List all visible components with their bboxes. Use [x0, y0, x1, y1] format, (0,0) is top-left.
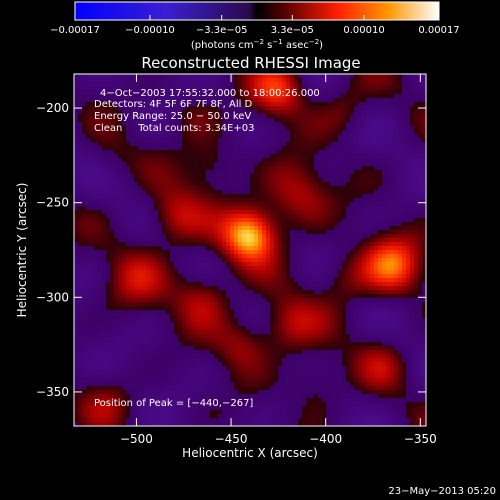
- y-tick-label: −350: [36, 385, 69, 399]
- x-axis-label: Heliocentric X (arcsec): [182, 446, 318, 460]
- colorbar: −0.00017 −0.00010 −3.3e−05 3.3e−05 0.00010 0.…: [50, 1, 460, 51]
- colorbar-tick-label: −0.00010: [125, 25, 175, 36]
- footer-date: 23−May−2013 05:20: [388, 486, 496, 497]
- colorbar-tick-label: 0.00010: [343, 25, 384, 36]
- colorbar-units: (photons cm−2 s−1 asec−2): [191, 38, 323, 51]
- plot-frame: [73, 73, 427, 427]
- annotation-clean: Clean Total counts: 3.34E+03: [94, 123, 254, 134]
- colorbar-gradient: [74, 1, 440, 21]
- x-tick-label: −450: [215, 432, 248, 446]
- colorbar-tick-labels: −0.00017 −0.00010 −3.3e−05 3.3e−05 0.00010 0.…: [50, 25, 460, 36]
- colorbar-tick-label: −0.00017: [50, 25, 100, 36]
- annotation-energy: Energy Range: 25.0 − 50.0 keV: [94, 111, 251, 122]
- x-tick-label: −350: [404, 432, 437, 446]
- colorbar-tick-label: 3.3e−05: [271, 25, 314, 36]
- colorbar-tick-label: 0.00017: [418, 25, 459, 36]
- x-axis-ticks: −500 −450 −400 −350: [120, 74, 437, 446]
- x-tick-label: −400: [309, 432, 342, 446]
- annotation-peak: Position of Peak = [−440,−267]: [94, 398, 253, 409]
- chart-title: Reconstructed RHESSI Image: [141, 54, 360, 72]
- y-axis-label: Heliocentric Y (arcsec): [15, 183, 29, 318]
- annotations: 4−Oct−2003 17:55:32.000 to 18:00:26.000 …: [94, 88, 320, 409]
- annotation-time: 4−Oct−2003 17:55:32.000 to 18:00:26.000: [100, 88, 320, 99]
- heatmap: [74, 74, 426, 426]
- annotation-detectors: Detectors: 4F 5F 6F 7F 8F, All D: [94, 99, 253, 110]
- x-tick-label: −500: [120, 432, 153, 446]
- heatmap-canvas: [74, 74, 426, 426]
- y-tick-label: −200: [36, 101, 69, 115]
- y-tick-label: −250: [36, 196, 69, 210]
- y-tick-label: −300: [36, 290, 69, 304]
- colorbar-ticks: [74, 15, 440, 20]
- colorbar-tick-label: −3.3e−05: [196, 25, 248, 36]
- y-axis-ticks: −200 −250 −300 −350: [36, 101, 426, 399]
